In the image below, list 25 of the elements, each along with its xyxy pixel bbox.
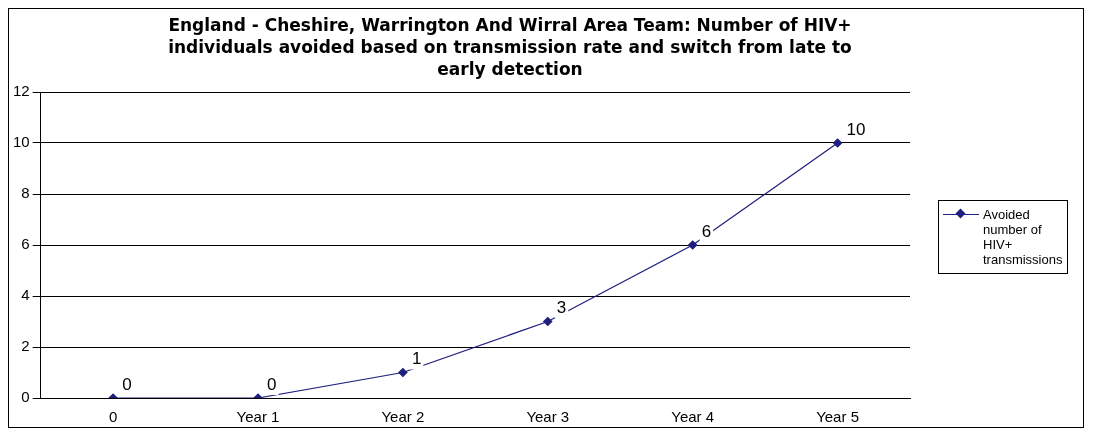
data-label: 0 xyxy=(267,374,277,394)
data-label: 3 xyxy=(556,298,567,318)
y-tick-label: 0 xyxy=(21,388,30,406)
x-tick-label: Year 3 xyxy=(526,408,570,426)
legend-label: Avoided number of HIV+ transmissions xyxy=(983,207,1063,267)
point xyxy=(398,367,408,378)
x-tick-label: 0 xyxy=(108,408,118,426)
data-label: 10 xyxy=(846,119,866,139)
y-tick-label: 8 xyxy=(21,184,30,202)
y-tick-label: 10 xyxy=(13,133,30,151)
x-tick-label: Year 4 xyxy=(671,408,715,426)
point xyxy=(688,240,698,250)
data-label: 6 xyxy=(701,221,712,241)
point xyxy=(832,138,843,148)
data-label: 1 xyxy=(411,349,422,369)
y-tick-label: 4 xyxy=(21,286,30,304)
point xyxy=(543,316,553,327)
x-tick-label: Year 1 xyxy=(236,408,280,426)
y-tick-label: 6 xyxy=(21,235,30,253)
y-tick-label: 2 xyxy=(21,337,30,355)
data-label: 0 xyxy=(122,374,132,394)
y-tick-label: 12 xyxy=(13,82,30,100)
chart-title: England - Cheshire, Warrington And Wirral Area Team: Number of HIV+ individuals avoided based on transmission rate and switch from late to early detection xyxy=(167,14,853,80)
x-tick-label: Year 2 xyxy=(381,408,425,426)
x-tick-label: Year 5 xyxy=(816,408,859,426)
